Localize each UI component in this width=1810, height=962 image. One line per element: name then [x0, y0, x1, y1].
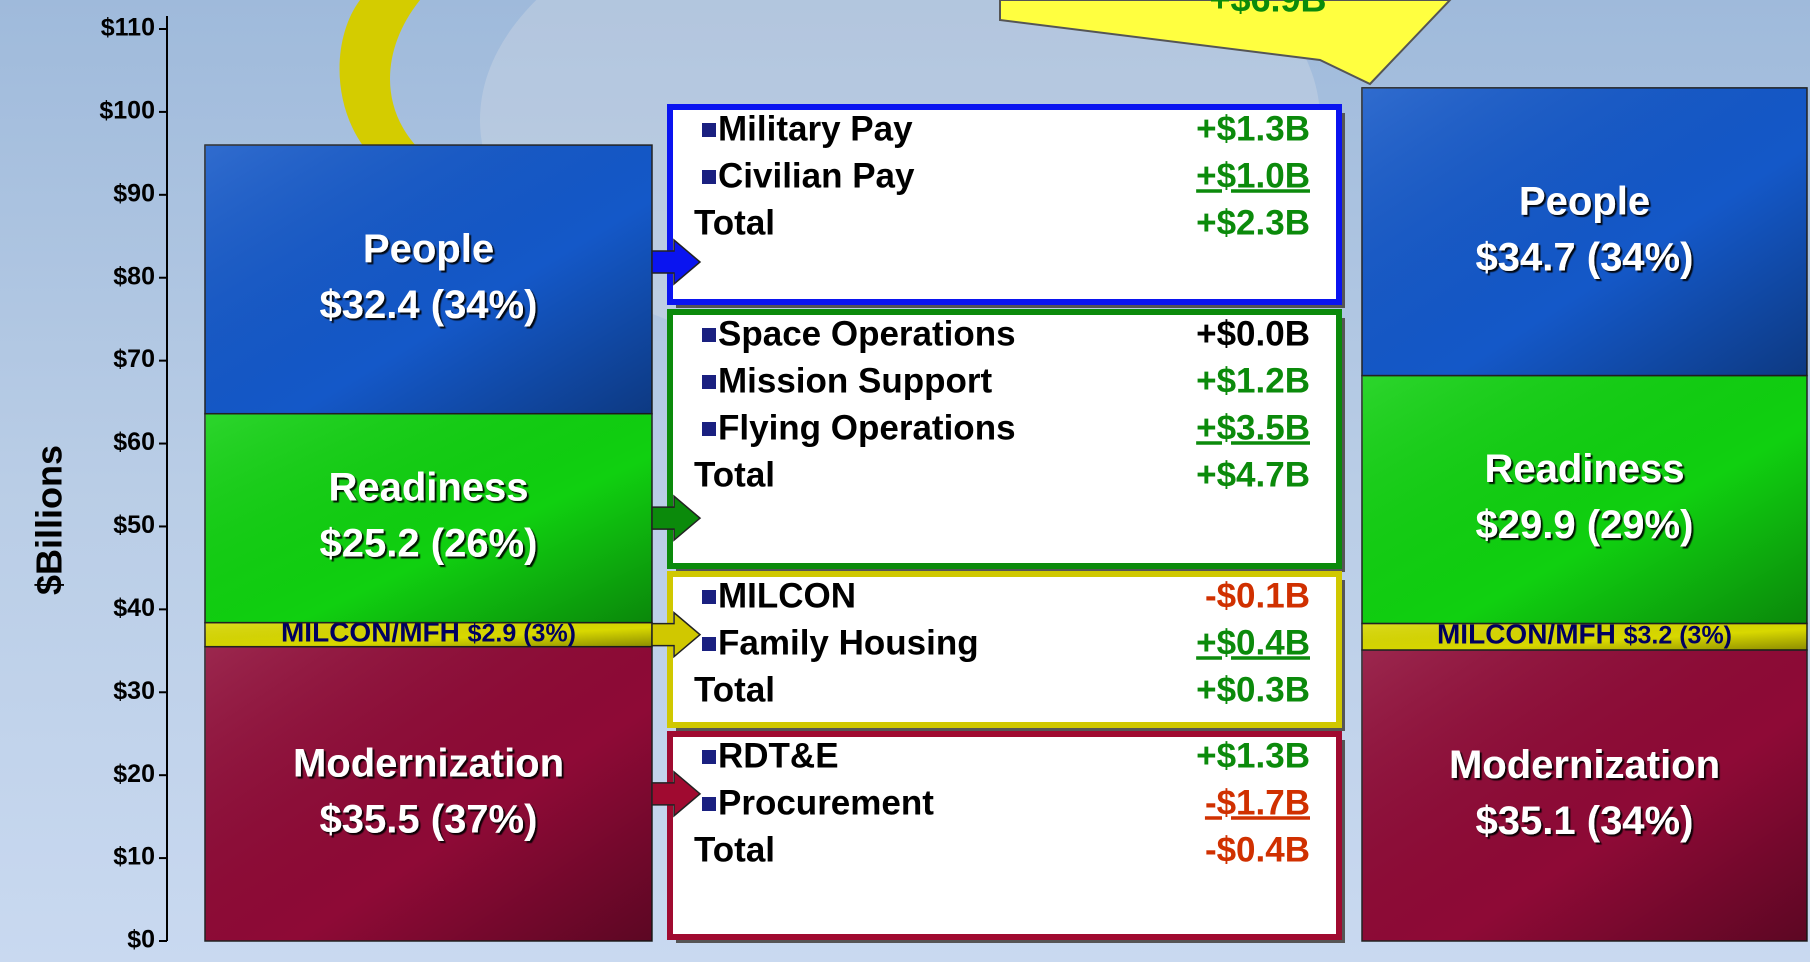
bullet [702, 123, 716, 137]
total-change: +$2.3B [1196, 203, 1310, 242]
segment-value: $35.1 (34%) [1476, 799, 1694, 843]
y-tick-label: $20 [113, 760, 155, 788]
bar-shade [205, 145, 652, 414]
item-change: +$1.2B [1196, 361, 1310, 400]
bar-shade [205, 647, 652, 941]
total-label: Total [694, 455, 775, 494]
item-change: -$1.7B [1205, 783, 1310, 822]
bullet [702, 590, 716, 604]
y-axis-label: $Billions [29, 445, 70, 595]
y-tick-label: $10 [113, 843, 155, 871]
segment-value: $34.7 (34%) [1476, 235, 1694, 279]
item-change: +$0.0B [1196, 314, 1310, 353]
segment-name: People [363, 227, 494, 271]
bullet [702, 328, 716, 342]
item-change: -$0.1B [1205, 576, 1310, 615]
segment-value: $2.9 (3%) [468, 619, 576, 647]
item-change: +$0.4B [1196, 623, 1310, 662]
y-tick-label: $60 [113, 428, 155, 456]
segment-name: Modernization [293, 741, 564, 785]
bar-shade [1362, 88, 1807, 376]
y-tick-label: $110 [101, 14, 155, 42]
item-name: Mission Support [718, 361, 993, 400]
y-tick-label: $50 [113, 511, 155, 539]
bar-shade [1362, 376, 1807, 624]
item-name: Family Housing [718, 623, 979, 662]
item-name: Civilian Pay [718, 156, 915, 195]
segment-value: $32.4 (34%) [320, 283, 538, 327]
bullet [702, 422, 716, 436]
y-tick-label: $80 [113, 262, 155, 290]
segment-name: Readiness [1484, 447, 1684, 491]
y-tick-label: $70 [113, 345, 155, 373]
segment-value: $35.5 (37%) [320, 797, 538, 841]
total-change: +$4.7B [1196, 455, 1310, 494]
y-tick-label: $0 [127, 926, 155, 954]
item-name: MILCON [718, 576, 856, 615]
bullet [702, 170, 716, 184]
item-name: Flying Operations [718, 408, 1016, 447]
item-name: Procurement [718, 783, 934, 822]
item-change: +$1.3B [1196, 109, 1310, 148]
item-change: +$1.3B [1196, 736, 1310, 775]
bullet [702, 750, 716, 764]
total-label: Total [694, 670, 775, 709]
bar-shade [1362, 650, 1807, 941]
total-label: Total [694, 203, 775, 242]
total-change: -$0.4B [1205, 830, 1310, 869]
y-tick-label: $100 [99, 97, 155, 125]
segment-name: Modernization [1449, 743, 1720, 787]
y-tick-label: $90 [113, 179, 155, 207]
total-change: +$0.3B [1196, 670, 1310, 709]
item-name: Military Pay [718, 109, 913, 148]
segment-value: $29.9 (29%) [1476, 503, 1694, 547]
segment-value: $25.2 (26%) [320, 522, 538, 566]
bullet [702, 637, 716, 651]
bar-shade [205, 414, 652, 623]
total-change: +$6.9B [1209, 0, 1326, 20]
segment-value: $3.2 (3%) [1624, 621, 1732, 649]
bullet [702, 375, 716, 389]
item-name: Space Operations [718, 314, 1016, 353]
y-tick-label: $30 [113, 677, 155, 705]
item-change: +$1.0B [1196, 156, 1310, 195]
chart: +$6.9B $Billions $0 $10 $20 $30 $40 $50 $60 $70… [0, 0, 1810, 962]
bullet [702, 797, 716, 811]
segment-name: Readiness [328, 466, 528, 510]
y-tick-label: $40 [113, 594, 155, 622]
item-name: RDT&E [718, 736, 839, 775]
total-label: Total [694, 830, 775, 869]
segment-name: People [1519, 179, 1650, 223]
item-change: +$3.5B [1196, 408, 1310, 447]
